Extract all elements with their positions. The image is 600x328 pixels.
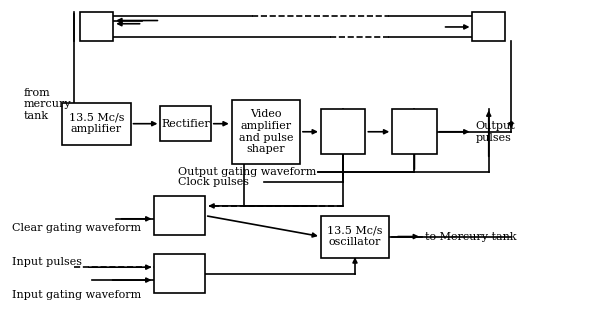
Bar	[232, 99, 300, 164]
Bar	[392, 109, 437, 154]
Text: Clock pulses: Clock pulses	[178, 177, 249, 187]
Bar	[321, 215, 389, 257]
Text: to Mercury tank: to Mercury tank	[425, 232, 517, 241]
Bar	[472, 12, 505, 41]
Text: Input gating waveform: Input gating waveform	[11, 290, 141, 299]
Text: Output
pulses: Output pulses	[475, 121, 515, 143]
Text: Clear gating waveform: Clear gating waveform	[11, 223, 141, 234]
Text: Rectifier: Rectifier	[161, 119, 210, 129]
Text: from
mercury
tank: from mercury tank	[23, 88, 71, 121]
Bar	[154, 196, 205, 235]
Bar	[321, 109, 365, 154]
Bar	[160, 106, 211, 141]
Text: 13.5 Mc/s
oscillator: 13.5 Mc/s oscillator	[327, 226, 383, 247]
Text: Output gating waveform: Output gating waveform	[178, 167, 317, 177]
Bar	[62, 103, 131, 145]
Text: Input pulses: Input pulses	[11, 257, 82, 267]
Text: 13.5 Mc/s
amplifier: 13.5 Mc/s amplifier	[68, 113, 124, 134]
Bar	[154, 254, 205, 293]
Text: Video
amplifier
and pulse
shaper: Video amplifier and pulse shaper	[239, 109, 293, 154]
Bar	[80, 12, 113, 41]
